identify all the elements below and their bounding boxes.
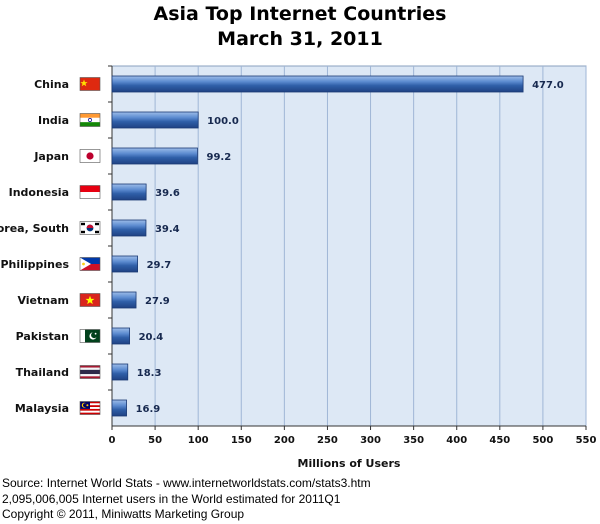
x-tick-label: 250	[317, 435, 338, 446]
bar	[111, 111, 199, 129]
bar-value-label: 39.4	[155, 224, 180, 235]
bar	[111, 399, 127, 417]
x-tick-label: 200	[274, 435, 295, 446]
bar-value-label: 20.4	[139, 332, 164, 343]
category-label: Malaysia	[15, 402, 69, 415]
category-label: Philippines	[0, 258, 69, 271]
x-axis-title: Millions of Users	[298, 457, 401, 470]
x-tick-label: 0	[109, 435, 116, 446]
world-users-note: 2,095,006,005 Internet users in the Worl…	[2, 492, 341, 506]
bar	[111, 147, 198, 165]
x-tick-label: 150	[231, 435, 252, 446]
japan-flag-icon	[79, 149, 101, 163]
bar-value-label: 99.2	[206, 152, 231, 163]
bar-value-label: 100.0	[207, 116, 239, 127]
x-tick-label: 500	[532, 435, 553, 446]
bar-value-label: 39.6	[155, 188, 180, 199]
category-label: India	[38, 114, 69, 127]
category-label: Japan	[33, 150, 69, 163]
x-tick-label: 350	[403, 435, 424, 446]
india-flag-icon	[79, 113, 101, 127]
thailand-flag-icon	[79, 365, 101, 379]
bar-value-label: 16.9	[136, 404, 161, 415]
bar-chart: 0 50 100 150 200 250 300 350 400 450 500 550 Million…	[0, 65, 597, 470]
philippines-flag-icon	[79, 257, 101, 271]
x-tick-label: 550	[576, 435, 597, 446]
category-label: Korea, South	[0, 222, 69, 235]
x-tick-label: 300	[360, 435, 381, 446]
china-flag-icon	[79, 77, 101, 91]
bar-value-label: 477.0	[532, 80, 564, 91]
vietnam-flag-icon	[79, 293, 101, 307]
malaysia-flag-icon	[79, 401, 101, 415]
bar	[111, 255, 138, 273]
category-label: China	[34, 78, 69, 91]
bar	[111, 291, 137, 309]
category-label: Vietnam	[17, 294, 69, 307]
bar	[111, 183, 147, 201]
x-tick-label: 450	[489, 435, 510, 446]
category-label: Indonesia	[9, 186, 69, 199]
bar	[111, 327, 130, 345]
bar-value-label: 29.7	[147, 260, 172, 271]
chart-title: Asia Top Internet Countries	[153, 3, 447, 25]
x-tick-label: 100	[188, 435, 209, 446]
category-label: Thailand	[16, 366, 69, 379]
bar	[111, 363, 129, 381]
south-korea-flag-icon	[79, 221, 101, 235]
bar	[111, 75, 524, 93]
bar-value-label: 27.9	[145, 296, 170, 307]
pakistan-flag-icon	[79, 329, 101, 343]
x-tick-label: 400	[446, 435, 467, 446]
indonesia-flag-icon	[79, 185, 101, 199]
chart-subtitle: March 31, 2011	[217, 28, 383, 50]
source-note: Source: Internet World Stats - www.inter…	[2, 476, 371, 490]
bar-value-label: 18.3	[137, 368, 162, 379]
bar	[111, 219, 147, 237]
x-tick-label: 50	[148, 435, 162, 446]
copyright-note: Copyright © 2011, Miniwatts Marketing Gr…	[2, 507, 245, 521]
category-label: Pakistan	[16, 330, 69, 343]
